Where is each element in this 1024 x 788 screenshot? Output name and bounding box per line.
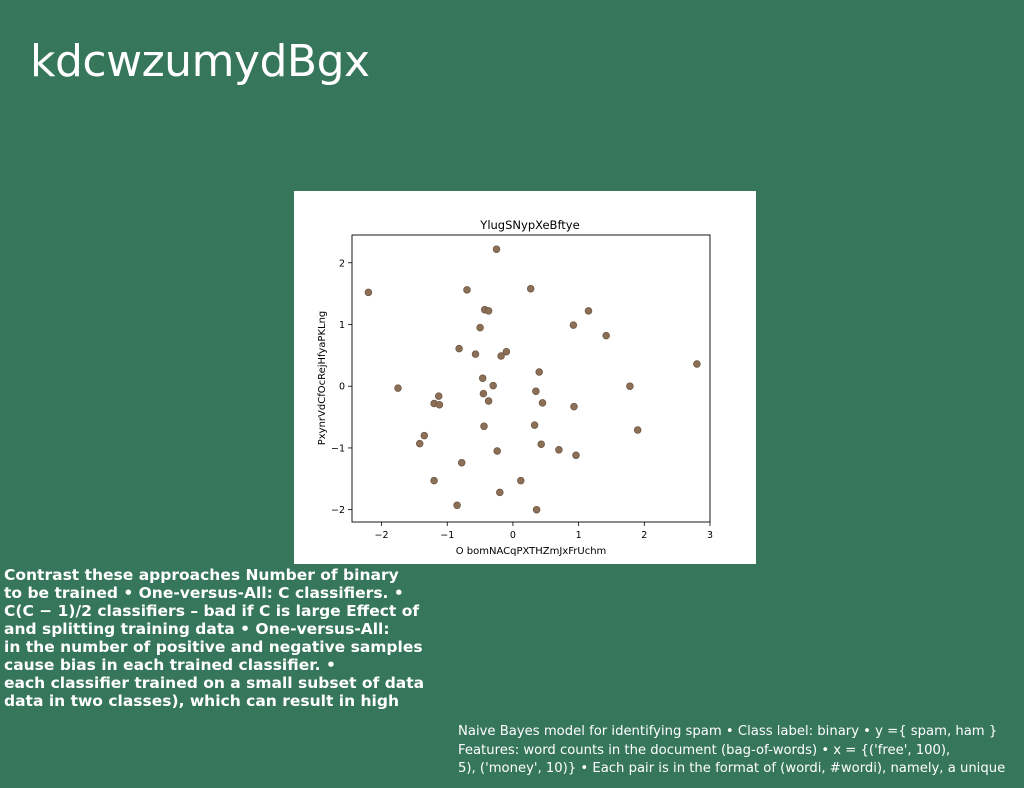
body-text-line: C(C − 1)/2 classifiers – bad if C is lar…: [4, 602, 420, 620]
body-text-line: cause bias in each trained classifier. •: [4, 656, 336, 674]
scatter-point: [584, 307, 593, 315]
scatter-point: [502, 347, 511, 356]
scatter-point: [537, 440, 545, 448]
scatter-point: [538, 399, 547, 407]
x-tick-label: 3: [707, 530, 713, 541]
scatter-point: [455, 344, 463, 353]
side-text-line: Naive Bayes model for identifying spam •…: [458, 724, 998, 739]
scatter-point: [496, 488, 504, 497]
y-tick-label: −2: [331, 505, 345, 516]
scatter-point: [420, 431, 429, 440]
scatter-point: [633, 426, 642, 434]
plot-frame: [351, 234, 711, 523]
scatter-point: [453, 501, 461, 510]
body-text-line: in the number of positive and negative s…: [4, 638, 423, 656]
scatter-point: [497, 352, 505, 360]
x-tick-label: −1: [440, 530, 454, 541]
chart-panel: YlugSNypXeBftye −2 −1 0 1 2 3 −2 −1 0 1 2 O bomNAC…: [294, 191, 756, 564]
scatter-point: [476, 323, 484, 332]
scatter-point: [626, 382, 634, 390]
body-text-line: each classifier trained on a small subse…: [4, 674, 425, 692]
body-text-line: and splitting training data • One-versus…: [4, 620, 390, 638]
body-text-line: Contrast these approaches Number of bina…: [4, 566, 399, 584]
scatter-point: [602, 331, 610, 340]
scatter-point: [572, 451, 580, 460]
scatter-point: [484, 307, 493, 315]
y-tick-label: −1: [331, 443, 345, 454]
scatter-chart: YlugSNypXeBftye −2 −1 0 1 2 3 −2 −1 0 1 2 O bomNAC…: [317, 218, 713, 557]
slide-title: kdcwzumydBgx: [30, 36, 370, 87]
scatter-point: [555, 446, 563, 454]
scatter-point: [530, 421, 539, 429]
y-tick-label: 1: [339, 320, 345, 331]
scatter-point: [484, 397, 493, 405]
scatter-point: [693, 360, 701, 368]
x-tick-label: 0: [510, 530, 516, 541]
scatter-point: [517, 476, 525, 485]
scatter-point: [415, 439, 424, 448]
scatter-point: [492, 245, 501, 253]
body-text-block: Contrast these approaches Number of bina…: [4, 566, 454, 710]
scatter-point: [480, 422, 488, 431]
x-tick-label: 2: [641, 530, 647, 541]
scatter-point: [430, 476, 438, 485]
scatter-point: [457, 458, 466, 467]
chart-title: YlugSNypXeBftye: [479, 218, 579, 232]
x-tick-label: 1: [576, 530, 582, 541]
body-text-line: data in two classes), which can result i…: [4, 692, 399, 710]
body-text-line: to be trained • One-versus-All: C classi…: [4, 584, 404, 602]
scatter-point: [489, 381, 497, 390]
scatter-point: [532, 505, 541, 514]
scatter-point: [435, 400, 444, 409]
scatter-point: [569, 321, 578, 329]
points-layer: [364, 245, 701, 514]
scatter-point: [479, 389, 488, 398]
side-text-line: Features: word counts in the document (b…: [458, 742, 951, 758]
y-tick-label: 0: [339, 382, 345, 393]
scatter-point: [471, 350, 480, 358]
scatter-point: [364, 288, 373, 297]
y-tick-label: 2: [339, 258, 345, 269]
side-text-line: 5), ('money', 10)} • Each pair is in the…: [458, 761, 1006, 776]
ticks-layer: −2 −1 0 1 2 3 −2 −1 0 1 2: [331, 258, 713, 541]
scatter-point: [532, 387, 540, 395]
scatter-point: [535, 368, 543, 376]
scatter-point: [570, 402, 578, 411]
x-axis-label: O bomNACqPXTHZmJxFrUchm: [456, 546, 607, 557]
scatter-point: [526, 284, 535, 293]
scatter-point: [394, 384, 402, 392]
side-text-block: Naive Bayes model for identifying spam •…: [458, 723, 1024, 779]
y-axis-label: PxynrVdCfOcRejHfyaPKLng: [317, 311, 328, 446]
scatter-point: [434, 392, 443, 400]
scatter-point: [463, 286, 471, 294]
x-tick-label: −2: [375, 530, 389, 541]
scatter-point: [478, 374, 487, 382]
scatter-point: [493, 447, 501, 455]
